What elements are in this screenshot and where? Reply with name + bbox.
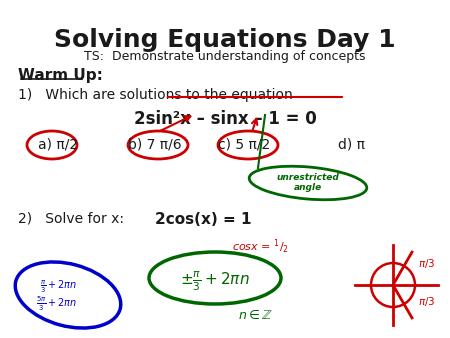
- Text: unrestricted: unrestricted: [277, 173, 339, 182]
- Text: $\pi/3$: $\pi/3$: [418, 295, 436, 308]
- Text: 1)   Which are solutions to the equation: 1) Which are solutions to the equation: [18, 88, 293, 102]
- Text: Warm Up:: Warm Up:: [18, 68, 103, 83]
- Text: $\frac{5\pi}{3}+2\pi n$: $\frac{5\pi}{3}+2\pi n$: [36, 295, 77, 313]
- Text: $n\in\mathbb{Z}$: $n\in\mathbb{Z}$: [238, 308, 273, 322]
- Text: angle: angle: [294, 183, 322, 192]
- Text: 2cos(x) = 1: 2cos(x) = 1: [155, 212, 252, 227]
- Text: b) 7 π/6: b) 7 π/6: [128, 138, 182, 152]
- Text: 2)   Solve for x:: 2) Solve for x:: [18, 212, 124, 226]
- Text: $\frac{\pi}{3}+2\pi n$: $\frac{\pi}{3}+2\pi n$: [40, 278, 77, 295]
- Text: c) 5 π/2: c) 5 π/2: [218, 138, 270, 152]
- Text: d) π: d) π: [338, 138, 365, 152]
- Text: $\pm\frac{\pi}{3}+2\pi n$: $\pm\frac{\pi}{3}+2\pi n$: [180, 270, 250, 293]
- Text: TS:  Demonstrate understanding of concepts: TS: Demonstrate understanding of concept…: [84, 50, 366, 63]
- Text: Solving Equations Day 1: Solving Equations Day 1: [54, 28, 396, 52]
- Text: 2sin²x – sinx – 1 = 0: 2sin²x – sinx – 1 = 0: [134, 110, 316, 128]
- Text: $\pi/3$: $\pi/3$: [418, 257, 436, 270]
- Text: cosx = $^{1}/_{2}$: cosx = $^{1}/_{2}$: [232, 238, 289, 257]
- Text: a) π/2: a) π/2: [38, 138, 78, 152]
